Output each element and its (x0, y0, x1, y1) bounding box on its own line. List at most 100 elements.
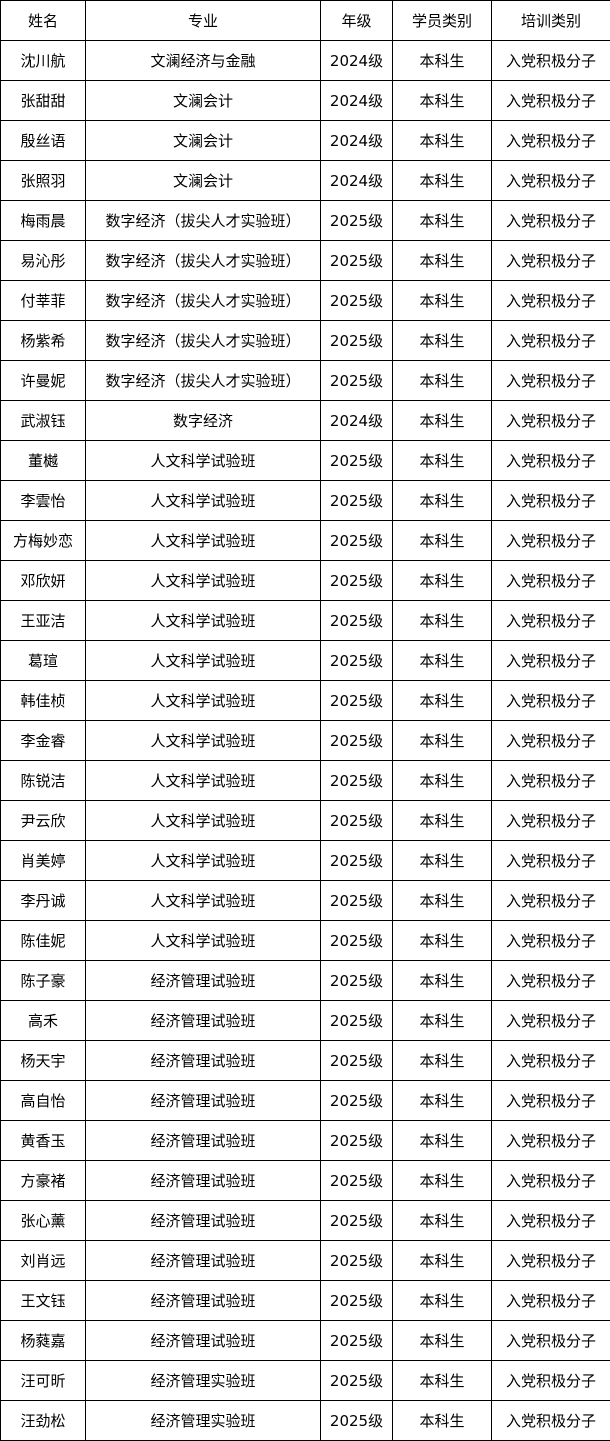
cell-col-training-type: 入党积极分子 (491, 1200, 610, 1241)
table-row: 张甜甜 文澜会计 2024级 本科生 入党积极分子 (0, 80, 610, 121)
cell-col-name: 肖美婷 (0, 840, 86, 881)
cell-col-major: 数字经济（拔尖人才实验班） (85, 320, 321, 361)
cell-col-training-type: 入党积极分子 (491, 960, 610, 1001)
cell-col-grade: 2025级 (320, 680, 393, 721)
cell-col-major: 数字经济（拔尖人才实验班） (85, 200, 321, 241)
cell-col-training-type: 入党积极分子 (491, 80, 610, 121)
cell-col-training-type: 入党积极分子 (491, 1280, 610, 1321)
cell-col-student-type: 本科生 (392, 520, 492, 561)
cell-col-major: 经济管理试验班 (85, 1280, 321, 1321)
cell-col-name: 杨天宇 (0, 1040, 86, 1081)
cell-col-major: 文澜会计 (85, 160, 321, 201)
cell-col-name: 梅雨晨 (0, 200, 86, 241)
table-row: 高禾 经济管理试验班 2025级 本科生 入党积极分子 (0, 1000, 610, 1041)
cell-col-training-type: 入党积极分子 (491, 360, 610, 401)
cell-col-name: 董樾 (0, 440, 86, 481)
cell-col-student-type: 本科生 (392, 360, 492, 401)
cell-col-name: 陈子豪 (0, 960, 86, 1001)
cell-col-major: 文澜会计 (85, 120, 321, 161)
cell-col-student-type: 本科生 (392, 920, 492, 961)
table-row: 武淑钰 数字经济 2024级 本科生 入党积极分子 (0, 400, 610, 441)
cell-col-grade: 2025级 (320, 1000, 393, 1041)
cell-col-training-type: 入党积极分子 (491, 880, 610, 921)
cell-col-student-type: 本科生 (392, 1200, 492, 1241)
cell-col-name: 武淑钰 (0, 400, 86, 441)
cell-col-major: 经济管理实验班 (85, 1400, 321, 1441)
cell-col-name: 王亚洁 (0, 600, 86, 641)
cell-col-grade: 2025级 (320, 440, 393, 481)
table-row: 李雲怡 人文科学试验班 2025级 本科生 入党积极分子 (0, 480, 610, 521)
table-row: 殷丝语 文澜会计 2024级 本科生 入党积极分子 (0, 120, 610, 161)
cell-col-training-type: 入党积极分子 (491, 560, 610, 601)
cell-col-major: 经济管理试验班 (85, 1160, 321, 1201)
table-row: 王文钰 经济管理试验班 2025级 本科生 入党积极分子 (0, 1280, 610, 1321)
table-row: 葛瑄 人文科学试验班 2025级 本科生 入党积极分子 (0, 640, 610, 681)
table-row: 沈川航 文澜经济与金融 2024级 本科生 入党积极分子 (0, 40, 610, 81)
cell-col-training-type: 入党积极分子 (491, 720, 610, 761)
table-row: 肖美婷 人文科学试验班 2025级 本科生 入党积极分子 (0, 840, 610, 881)
cell-col-name: 汪可昕 (0, 1360, 86, 1401)
cell-col-student-type: 本科生 (392, 600, 492, 641)
cell-col-student-type: 本科生 (392, 840, 492, 881)
cell-col-grade: 2025级 (320, 760, 393, 801)
cell-col-student-type: 本科生 (392, 40, 492, 81)
cell-col-training-type: 入党积极分子 (491, 920, 610, 961)
table-row: 董樾 人文科学试验班 2025级 本科生 入党积极分子 (0, 440, 610, 481)
cell-col-training-type: 入党积极分子 (491, 1000, 610, 1041)
cell-col-name: 易沁彤 (0, 240, 86, 281)
cell-col-training-type: 入党积极分子 (491, 1040, 610, 1081)
cell-col-training-type: 入党积极分子 (491, 1160, 610, 1201)
cell-col-student-type: 本科生 (392, 1400, 492, 1441)
cell-col-name: 葛瑄 (0, 640, 86, 681)
cell-col-grade: 2025级 (320, 240, 393, 281)
cell-col-training-type: 入党积极分子 (491, 160, 610, 201)
table-row: 陈佳妮 人文科学试验班 2025级 本科生 入党积极分子 (0, 920, 610, 961)
cell-col-major: 人文科学试验班 (85, 920, 321, 961)
cell-col-major: 人文科学试验班 (85, 440, 321, 481)
cell-col-grade: 2025级 (320, 560, 393, 601)
cell-col-training-type: 入党积极分子 (491, 40, 610, 81)
table-row: 刘肖远 经济管理试验班 2025级 本科生 入党积极分子 (0, 1240, 610, 1281)
cell-col-student-type: 本科生 (392, 1160, 492, 1201)
table-row: 方豪褚 经济管理试验班 2025级 本科生 入党积极分子 (0, 1160, 610, 1201)
cell-col-training-type: 入党积极分子 (491, 120, 610, 161)
cell-col-grade: 2025级 (320, 1360, 393, 1401)
cell-col-training-type: 入党积极分子 (491, 760, 610, 801)
cell-col-name: 陈佳妮 (0, 920, 86, 961)
table-row: 李金睿 人文科学试验班 2025级 本科生 入党积极分子 (0, 720, 610, 761)
cell-col-name: 李金睿 (0, 720, 86, 761)
cell-col-training-type: 入党积极分子 (491, 1360, 610, 1401)
cell-col-major: 人文科学试验班 (85, 720, 321, 761)
cell-col-major: 人文科学试验班 (85, 640, 321, 681)
cell-col-name: 高自怡 (0, 1080, 86, 1121)
cell-col-grade: 2025级 (320, 1200, 393, 1241)
cell-col-grade: 2025级 (320, 840, 393, 881)
cell-col-major: 人文科学试验班 (85, 680, 321, 721)
cell-col-major: 数字经济（拔尖人才实验班） (85, 240, 321, 281)
cell-col-name: 黄香玉 (0, 1120, 86, 1161)
header-col-name: 姓名 (0, 0, 86, 41)
table-row: 王亚洁 人文科学试验班 2025级 本科生 入党积极分子 (0, 600, 610, 641)
cell-col-major: 人文科学试验班 (85, 520, 321, 561)
cell-col-student-type: 本科生 (392, 560, 492, 601)
cell-col-grade: 2025级 (320, 1040, 393, 1081)
table-row: 汪劲松 经济管理实验班 2025级 本科生 入党积极分子 (0, 1400, 610, 1441)
cell-col-grade: 2025级 (320, 480, 393, 521)
cell-col-student-type: 本科生 (392, 80, 492, 121)
cell-col-training-type: 入党积极分子 (491, 640, 610, 681)
cell-col-major: 数字经济（拔尖人才实验班） (85, 360, 321, 401)
cell-col-student-type: 本科生 (392, 200, 492, 241)
cell-col-grade: 2025级 (320, 880, 393, 921)
table-row: 高自怡 经济管理试验班 2025级 本科生 入党积极分子 (0, 1080, 610, 1121)
table-row: 杨天宇 经济管理试验班 2025级 本科生 入党积极分子 (0, 1040, 610, 1081)
cell-col-name: 付莘菲 (0, 280, 86, 321)
cell-col-training-type: 入党积极分子 (491, 440, 610, 481)
cell-col-training-type: 入党积极分子 (491, 1080, 610, 1121)
cell-col-training-type: 入党积极分子 (491, 480, 610, 521)
table-row: 陈锐洁 人文科学试验班 2025级 本科生 入党积极分子 (0, 760, 610, 801)
table-row: 易沁彤 数字经济（拔尖人才实验班） 2025级 本科生 入党积极分子 (0, 240, 610, 281)
cell-col-major: 经济管理试验班 (85, 1080, 321, 1121)
header-col-training-type: 培训类别 (491, 0, 610, 41)
table-row: 黄香玉 经济管理试验班 2025级 本科生 入党积极分子 (0, 1120, 610, 1161)
cell-col-student-type: 本科生 (392, 1040, 492, 1081)
